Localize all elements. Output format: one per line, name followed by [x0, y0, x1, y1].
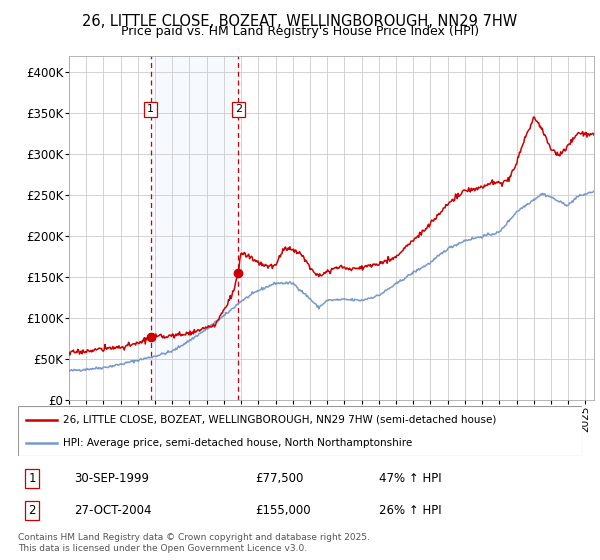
Text: 30-SEP-1999: 30-SEP-1999 — [74, 472, 149, 484]
Text: Price paid vs. HM Land Registry's House Price Index (HPI): Price paid vs. HM Land Registry's House … — [121, 25, 479, 38]
Text: 26, LITTLE CLOSE, BOZEAT, WELLINGBOROUGH, NN29 7HW: 26, LITTLE CLOSE, BOZEAT, WELLINGBOROUGH… — [82, 14, 518, 29]
Text: 2: 2 — [28, 504, 36, 517]
Text: 1: 1 — [28, 472, 36, 484]
Text: £77,500: £77,500 — [255, 472, 303, 484]
Text: 47% ↑ HPI: 47% ↑ HPI — [379, 472, 442, 484]
Text: 27-OCT-2004: 27-OCT-2004 — [74, 504, 152, 517]
Text: HPI: Average price, semi-detached house, North Northamptonshire: HPI: Average price, semi-detached house,… — [63, 438, 412, 448]
Text: 26, LITTLE CLOSE, BOZEAT, WELLINGBOROUGH, NN29 7HW (semi-detached house): 26, LITTLE CLOSE, BOZEAT, WELLINGBOROUGH… — [63, 414, 496, 424]
Text: £155,000: £155,000 — [255, 504, 311, 517]
Text: Contains HM Land Registry data © Crown copyright and database right 2025.
This d: Contains HM Land Registry data © Crown c… — [18, 533, 370, 553]
Text: 1: 1 — [147, 104, 154, 114]
Text: 26% ↑ HPI: 26% ↑ HPI — [379, 504, 442, 517]
Bar — [151, 56, 238, 400]
Text: 2: 2 — [235, 104, 242, 114]
